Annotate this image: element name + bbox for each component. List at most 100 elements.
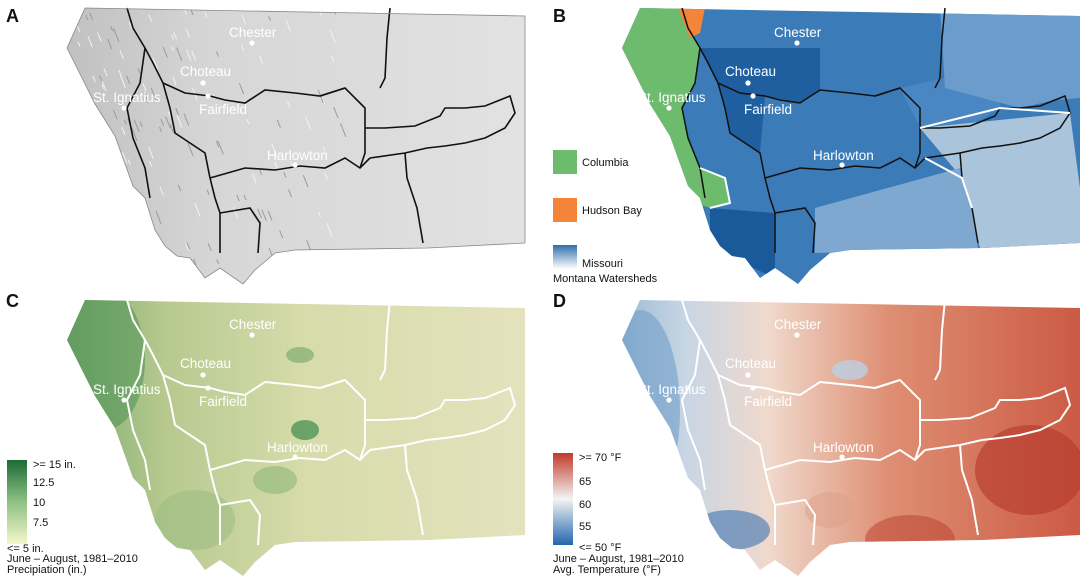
relief-ridge-stroke [103,68,108,77]
relief-ridge-stroke [52,128,57,142]
relief-ridge-stroke [52,205,57,218]
relief-ridge-stroke [148,146,154,160]
relief-ridge-stroke [110,256,114,263]
relief-ridge-stroke [155,210,162,225]
relief-ridge-stroke [332,273,336,281]
relief-ridge-stroke [55,53,58,60]
relief-ridge-stroke [67,148,73,159]
relief-ridge-stroke [261,209,267,221]
relief-ridge-stroke [185,28,191,38]
relief-ridge-stroke [268,16,271,21]
legend-caption-precip-period: June – August, 1981–2010 [7,553,138,565]
city-label-st-ignatius: St. Ignatius [93,90,161,105]
relief-ridge-stroke [145,275,151,284]
legend-tick-temp-70: >= 70 °F [579,452,622,464]
relief-ridge-stroke [176,114,183,128]
relief-ridge-stroke [246,119,250,125]
relief-ridge-stroke [289,161,293,167]
relief-ridge-stroke [113,28,120,43]
city-dot-st-ignatius [121,105,127,111]
city-dot-fairfield [750,385,756,391]
relief-ridge-stroke [68,138,72,144]
relief-ridge-stroke [45,164,50,176]
relief-ridge-stroke [45,100,49,111]
relief-ridge-stroke [46,119,50,130]
relief-ridge-stroke [87,36,93,48]
relief-ridge-stroke [257,208,262,219]
relief-ridge-stroke [172,76,177,86]
relief-ridge-stroke [72,266,75,271]
panel-c-precipitation-map [67,299,525,576]
relief-ridge-stroke [77,277,81,282]
legend-label-columbia: Columbia [582,157,629,169]
relief-ridge-stroke [215,140,220,148]
relief-ridge-stroke [48,52,50,57]
city-dot-choteau [200,80,206,86]
relief-ridge-stroke [165,116,171,129]
city-label-choteau: Choteau [180,64,231,79]
relief-ridge-stroke [51,97,53,102]
relief-ridge-stroke [186,242,191,250]
city-dot-chester [794,332,800,338]
city-dot-st-ignatius [666,397,672,403]
relief-ridge-stroke [119,50,124,60]
relief-ridge-stroke [152,57,159,71]
relief-ridge-stroke [283,171,287,178]
legend-tick-precip-5: <= 5 in. [7,543,44,555]
legend-swatch-hudson-bay [553,198,577,222]
relief-ridge-stroke [185,243,189,251]
relief-ridge-stroke [69,135,73,142]
relief-ridge-stroke [305,116,311,130]
relief-ridge-stroke [113,156,117,161]
city-label-chester: Chester [229,25,277,40]
relief-ridge-stroke [259,170,263,175]
relief-ridge-stroke [57,274,60,282]
relief-ridge-stroke [123,203,127,211]
relief-ridge-stroke [62,150,65,157]
relief-ridge-stroke [243,194,247,201]
relief-ridge-stroke [96,256,103,269]
relief-ridge-stroke [142,83,147,91]
city-markers-panel-b: Chester Choteau St. Ignatius Fairfield H… [638,25,874,168]
relief-ridge-stroke [67,154,73,166]
relief-ridge-stroke [45,140,48,149]
relief-ridge-stroke [177,184,182,191]
legend-tick-temp-60: 60 [579,499,591,511]
city-label-fairfield: Fairfield [199,102,247,117]
relief-ridge-stroke [84,145,88,151]
legend-colorbar-temperature [553,453,573,545]
relief-ridge-stroke [267,210,273,221]
panel-letter-a: A [6,6,19,26]
relief-ridge-stroke [67,145,73,160]
legend-temperature: >= 70 °F 65 60 55 <= 50 °F June – August… [553,452,684,576]
relief-ridge-stroke [60,90,62,94]
relief-ridge-stroke [191,50,196,61]
relief-ridge-stroke [327,249,331,256]
relief-ridge-stroke [330,55,334,62]
legend-tick-precip-12-5: 12.5 [33,477,54,489]
relief-ridge-stroke [318,211,322,218]
relief-ridge-stroke [45,101,49,111]
relief-ridge-stroke [73,267,78,276]
city-label-fairfield: Fairfield [199,394,247,409]
relief-ridge-stroke [184,9,187,15]
city-label-st-ignatius: St. Ignatius [638,382,706,397]
relief-ridge-stroke [216,259,220,265]
relief-ridge-stroke [326,223,333,238]
city-label-chester: Chester [229,317,277,332]
city-label-choteau: Choteau [725,356,776,371]
relief-ridge-stroke [53,11,58,22]
relief-ridge-stroke [52,92,55,100]
legend-precipitation: >= 15 in. 12.5 10 7.5 <= 5 in. June – Au… [7,459,138,576]
relief-ridge-stroke [57,9,62,21]
relief-ridge-stroke [207,243,212,252]
relief-ridge-stroke [67,263,72,271]
city-dot-chester [249,332,255,338]
legend-caption-temp-unit: Avg. Temperature (°F) [553,564,661,576]
relief-ridge-stroke [46,160,50,171]
relief-ridge-stroke [276,119,281,128]
relief-ridge-stroke [123,229,129,240]
relief-ridge-stroke [120,75,126,88]
relief-ridge-stroke [171,34,175,40]
relief-ridge-stroke [97,32,102,42]
